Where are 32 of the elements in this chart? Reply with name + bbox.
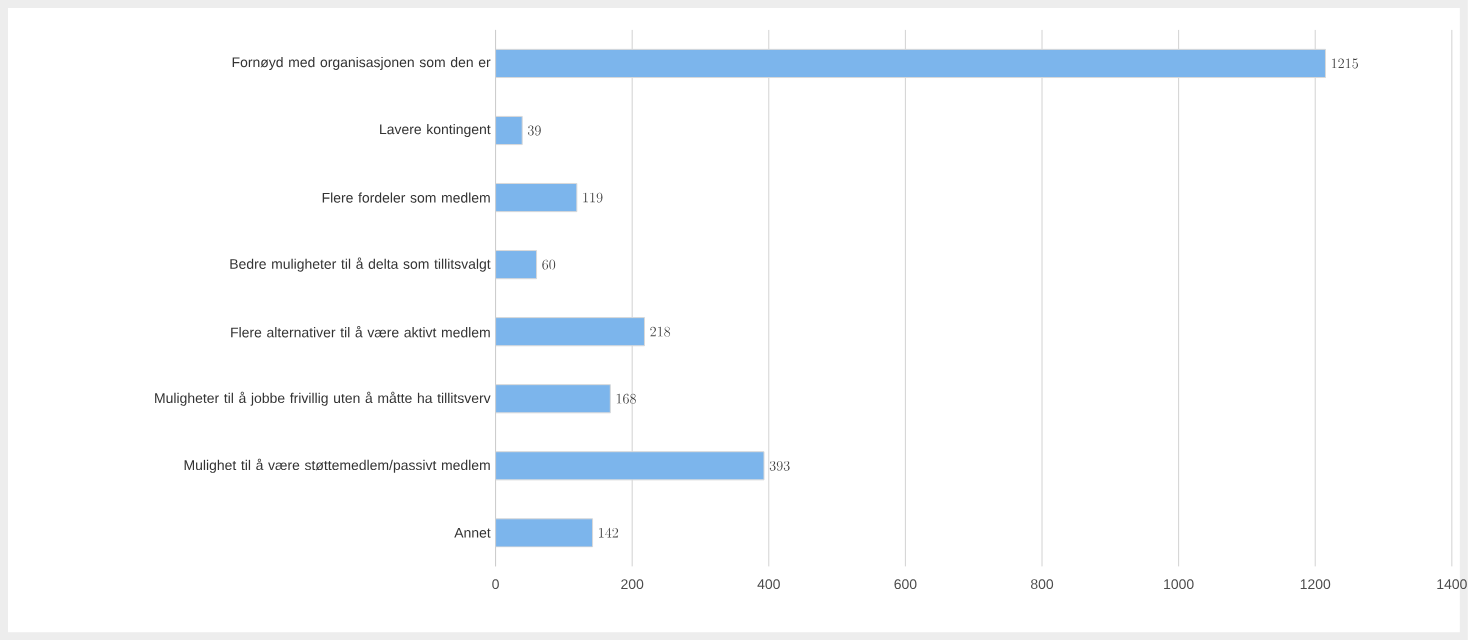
bar xyxy=(495,249,538,280)
bar xyxy=(495,182,578,213)
x-tick-label: 600 xyxy=(894,579,917,590)
y-tick-label: Bedre muligheter til å delta som tillitsvalgt xyxy=(230,257,491,272)
y-tick-label: Lavere kontingent xyxy=(380,123,491,137)
y-tick-label: Fornøyd med organisasjonen som den er xyxy=(232,56,491,70)
x-tick-label: 1000 xyxy=(1164,579,1194,590)
data-label: 39 xyxy=(527,125,541,136)
y-tick-label: Annet xyxy=(454,527,491,538)
bar xyxy=(495,317,645,347)
x-tick-label: 800 xyxy=(1030,579,1054,590)
x-tick-label: 400 xyxy=(757,579,780,590)
data-label: 168 xyxy=(616,393,636,404)
y-tick-label: Flere fordeler som medlem xyxy=(322,192,490,203)
data-label: 60 xyxy=(542,259,556,270)
bar xyxy=(495,384,611,414)
data-label: 119 xyxy=(583,192,603,203)
y-tick-label: Mulighet til å være støttemedlem/passivt medlem xyxy=(184,458,490,473)
x-tick-label: 200 xyxy=(621,579,644,590)
bar xyxy=(495,518,594,548)
data-label: 1215 xyxy=(1331,58,1358,69)
y-tick-label: Muligheter til å jobbe frivillig uten å måtte ha tillitsverv xyxy=(155,391,491,406)
y-tick-label: Flere alternativer til å være aktivt medlem xyxy=(231,325,490,338)
data-label: 393 xyxy=(769,460,790,471)
x-tick-label: 0 xyxy=(492,579,499,590)
data-label: 218 xyxy=(650,326,671,337)
bar xyxy=(495,48,1326,78)
x-tick-label: 1400 xyxy=(1437,579,1467,590)
bar xyxy=(495,115,523,146)
x-tick-label: 1200 xyxy=(1300,579,1331,590)
data-label: 142 xyxy=(599,527,619,538)
bar xyxy=(495,451,765,481)
